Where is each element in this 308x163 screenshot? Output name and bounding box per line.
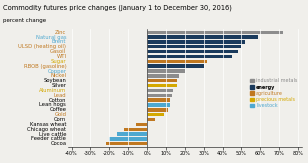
Bar: [147, 108, 168, 111]
Text: Commodity futures price changes (January 1 to December 30, 2016): Commodity futures price changes (January…: [3, 5, 232, 11]
Bar: [147, 118, 155, 121]
Bar: [147, 65, 204, 68]
Bar: [147, 84, 177, 87]
Bar: [147, 55, 232, 58]
Bar: [117, 132, 147, 136]
Bar: [124, 127, 147, 131]
Bar: [147, 69, 185, 73]
Bar: [147, 94, 172, 97]
Bar: [109, 137, 147, 141]
Bar: [147, 50, 238, 53]
Bar: [147, 113, 164, 116]
Bar: [147, 45, 241, 49]
Text: percent change: percent change: [3, 18, 46, 23]
Bar: [147, 89, 173, 92]
Legend: industrial metals, energy, agriculture, precious metals, livestock: industrial metals, energy, agriculture, …: [248, 76, 299, 110]
Bar: [147, 30, 283, 34]
Bar: [147, 103, 170, 107]
Bar: [147, 60, 208, 63]
Bar: [147, 79, 177, 82]
Bar: [147, 40, 245, 44]
Bar: [106, 142, 147, 146]
Bar: [147, 74, 179, 78]
Bar: [136, 123, 147, 126]
Bar: [147, 98, 170, 102]
Bar: [147, 35, 258, 39]
